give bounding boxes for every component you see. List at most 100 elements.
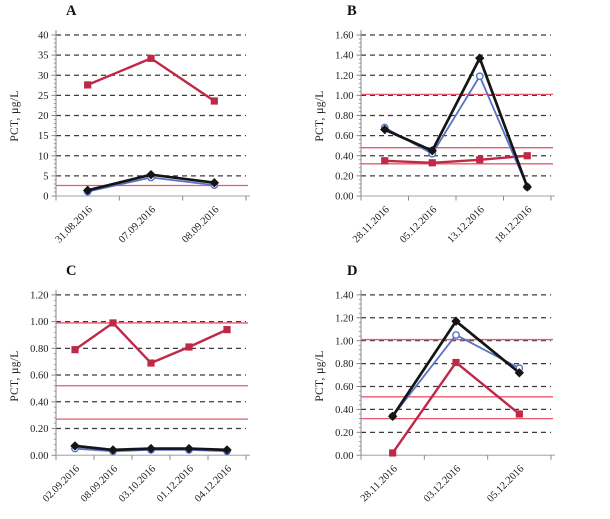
svg-text:25: 25: [38, 91, 49, 102]
svg-text:08.09.2016: 08.09.2016: [79, 464, 120, 505]
marker-square: [452, 358, 460, 367]
marker-diamond: [380, 124, 390, 135]
x-axis: [55, 454, 250, 460]
x-tick-labels: 31.08.2016 07.09.2016 08.09.2016: [54, 204, 222, 245]
svg-text:04.12.2016: 04.12.2016: [193, 464, 234, 505]
marker-square: [223, 326, 231, 334]
y-tick-labels: 0.00 0.20 0.40 0.60 0.80 1.00 1.20 1.40: [335, 290, 353, 461]
series-red-squares: [389, 358, 523, 457]
x-tick-labels: 02.09.201608.09.201603.10.201601.12.2016…: [41, 464, 234, 505]
marker-square: [71, 346, 79, 354]
series-black-diamonds: [82, 169, 220, 196]
marker-diamond: [475, 53, 485, 63]
series-red-squares: [84, 54, 218, 105]
marker-open-circle: [452, 331, 460, 339]
svg-text:1.00: 1.00: [30, 317, 48, 328]
svg-text:31.08.2016: 31.08.2016: [54, 204, 95, 245]
marker-square: [147, 359, 155, 367]
marker-square: [523, 152, 531, 160]
marker-diamond: [70, 441, 80, 451]
y-axis: [356, 289, 362, 456]
panel-a-title: A: [66, 3, 77, 19]
svg-text:28.11.2016: 28.11.2016: [351, 204, 392, 245]
svg-text:1.40: 1.40: [335, 51, 353, 62]
marker-diamond: [82, 185, 93, 196]
marker-diamond: [146, 169, 156, 180]
panel-d-chart: 0.00 0.20 0.40 0.60 0.80 1.00 1.20 1.40 28.11.20…: [335, 289, 555, 505]
panel-d-title: D: [347, 263, 358, 279]
svg-text:07.09.2016: 07.09.2016: [117, 204, 158, 245]
svg-text:28.11.2016: 28.11.2016: [359, 464, 400, 505]
svg-text:0.80: 0.80: [30, 344, 48, 355]
series-blue-open-circles: [388, 331, 524, 421]
svg-text:35: 35: [38, 51, 49, 62]
svg-text:0: 0: [43, 192, 48, 203]
panel-c: C PCT, µg/L 0.00 0.20 0.40 0.60 0.80 1.00 1.20…: [0, 260, 305, 519]
svg-text:02.09.2016: 02.09.2016: [41, 464, 82, 505]
svg-text:10: 10: [38, 151, 49, 162]
panel-b-chart: 0.00 0.20 0.40 0.60 0.80 1.00 1.20 1.40 1.60 28.1…: [335, 30, 555, 246]
y-tick-labels: 0.00 0.20 0.40 0.60 0.80 1.00 1.20: [30, 290, 48, 461]
svg-text:13.12.2016: 13.12.2016: [446, 204, 487, 245]
svg-text:1.00: 1.00: [335, 91, 353, 102]
series-black-diamonds: [70, 441, 232, 455]
svg-text:0.00: 0.00: [30, 451, 48, 462]
svg-text:0.80: 0.80: [335, 111, 353, 122]
svg-text:1.60: 1.60: [335, 31, 353, 42]
reference-lines: [56, 322, 248, 420]
marker-diamond: [427, 146, 437, 156]
series-red-squares: [381, 152, 531, 167]
panel-a-chart: 0 5 10 15 20 25 30 35 40 31.08.2016 07.09.2016 08.0…: [38, 30, 250, 246]
reference-lines: [361, 338, 553, 420]
marker-diamond: [522, 182, 532, 192]
marker-diamond: [209, 178, 220, 188]
x-axis: [360, 195, 555, 201]
marker-square: [210, 97, 218, 105]
marker-square: [185, 343, 193, 351]
svg-text:0.40: 0.40: [335, 151, 353, 162]
svg-text:20: 20: [38, 111, 49, 122]
svg-text:0.20: 0.20: [335, 428, 353, 439]
svg-text:15: 15: [38, 131, 49, 142]
panel-b-y-axis-label: PCT, µg/L: [314, 90, 326, 142]
x-tick-labels: 28.11.2016 05.12.2016 13.12.2016 18.12.2016: [351, 204, 534, 245]
svg-text:0.00: 0.00: [335, 192, 353, 203]
svg-text:0.80: 0.80: [335, 359, 353, 370]
marker-square: [389, 449, 397, 457]
panel-d-y-axis-label: PCT, µg/L: [314, 350, 326, 402]
panel-a-y-axis-label: PCT, µg/L: [9, 90, 21, 142]
gridlines: [56, 294, 246, 430]
panel-c-chart: 0.00 0.20 0.40 0.60 0.80 1.00 1.20 02.09.201608…: [30, 289, 250, 505]
svg-text:0.60: 0.60: [335, 382, 353, 393]
svg-text:30: 30: [38, 71, 49, 82]
x-tick-labels: 28.11.2016 03.12.2016 05.12.2016: [359, 464, 527, 505]
panel-a: A PCT, µg/L 0 5 10 15 20 25 30 35 40 31.08.2016 07…: [0, 0, 305, 260]
svg-text:1.40: 1.40: [335, 290, 353, 301]
svg-text:40: 40: [38, 31, 49, 42]
marker-square: [515, 410, 523, 418]
svg-text:0.20: 0.20: [335, 171, 353, 182]
reference-lines: [361, 93, 553, 165]
y-axis: [51, 289, 57, 456]
marker-open-circle: [475, 72, 484, 81]
series-red-squares: [71, 319, 231, 367]
panel-b: B PCT, µg/L 0.00 0.20 0.40 0.60 0.80 1.00 1.20…: [305, 0, 610, 260]
svg-text:0.20: 0.20: [30, 424, 48, 435]
svg-text:0.60: 0.60: [30, 371, 48, 382]
panel-b-title: B: [347, 3, 357, 19]
svg-text:01.12.2016: 01.12.2016: [155, 464, 196, 505]
y-tick-labels: 0 5 10 15 20 25 30 35 40: [38, 31, 49, 203]
svg-text:18.12.2016: 18.12.2016: [493, 204, 534, 245]
y-axis: [356, 30, 362, 197]
y-tick-labels: 0.00 0.20 0.40 0.60 0.80 1.00 1.20 1.40 1.60: [335, 31, 353, 203]
svg-text:1.20: 1.20: [335, 71, 353, 82]
gridlines: [361, 34, 551, 177]
marker-diamond: [451, 316, 461, 326]
marker-square: [147, 54, 155, 62]
marker-square: [109, 319, 117, 327]
series-black-diamonds: [380, 53, 532, 192]
svg-text:03.12.2016: 03.12.2016: [422, 464, 463, 505]
svg-text:1.20: 1.20: [335, 313, 353, 324]
panel-c-y-axis-label: PCT, µg/L: [9, 350, 21, 402]
